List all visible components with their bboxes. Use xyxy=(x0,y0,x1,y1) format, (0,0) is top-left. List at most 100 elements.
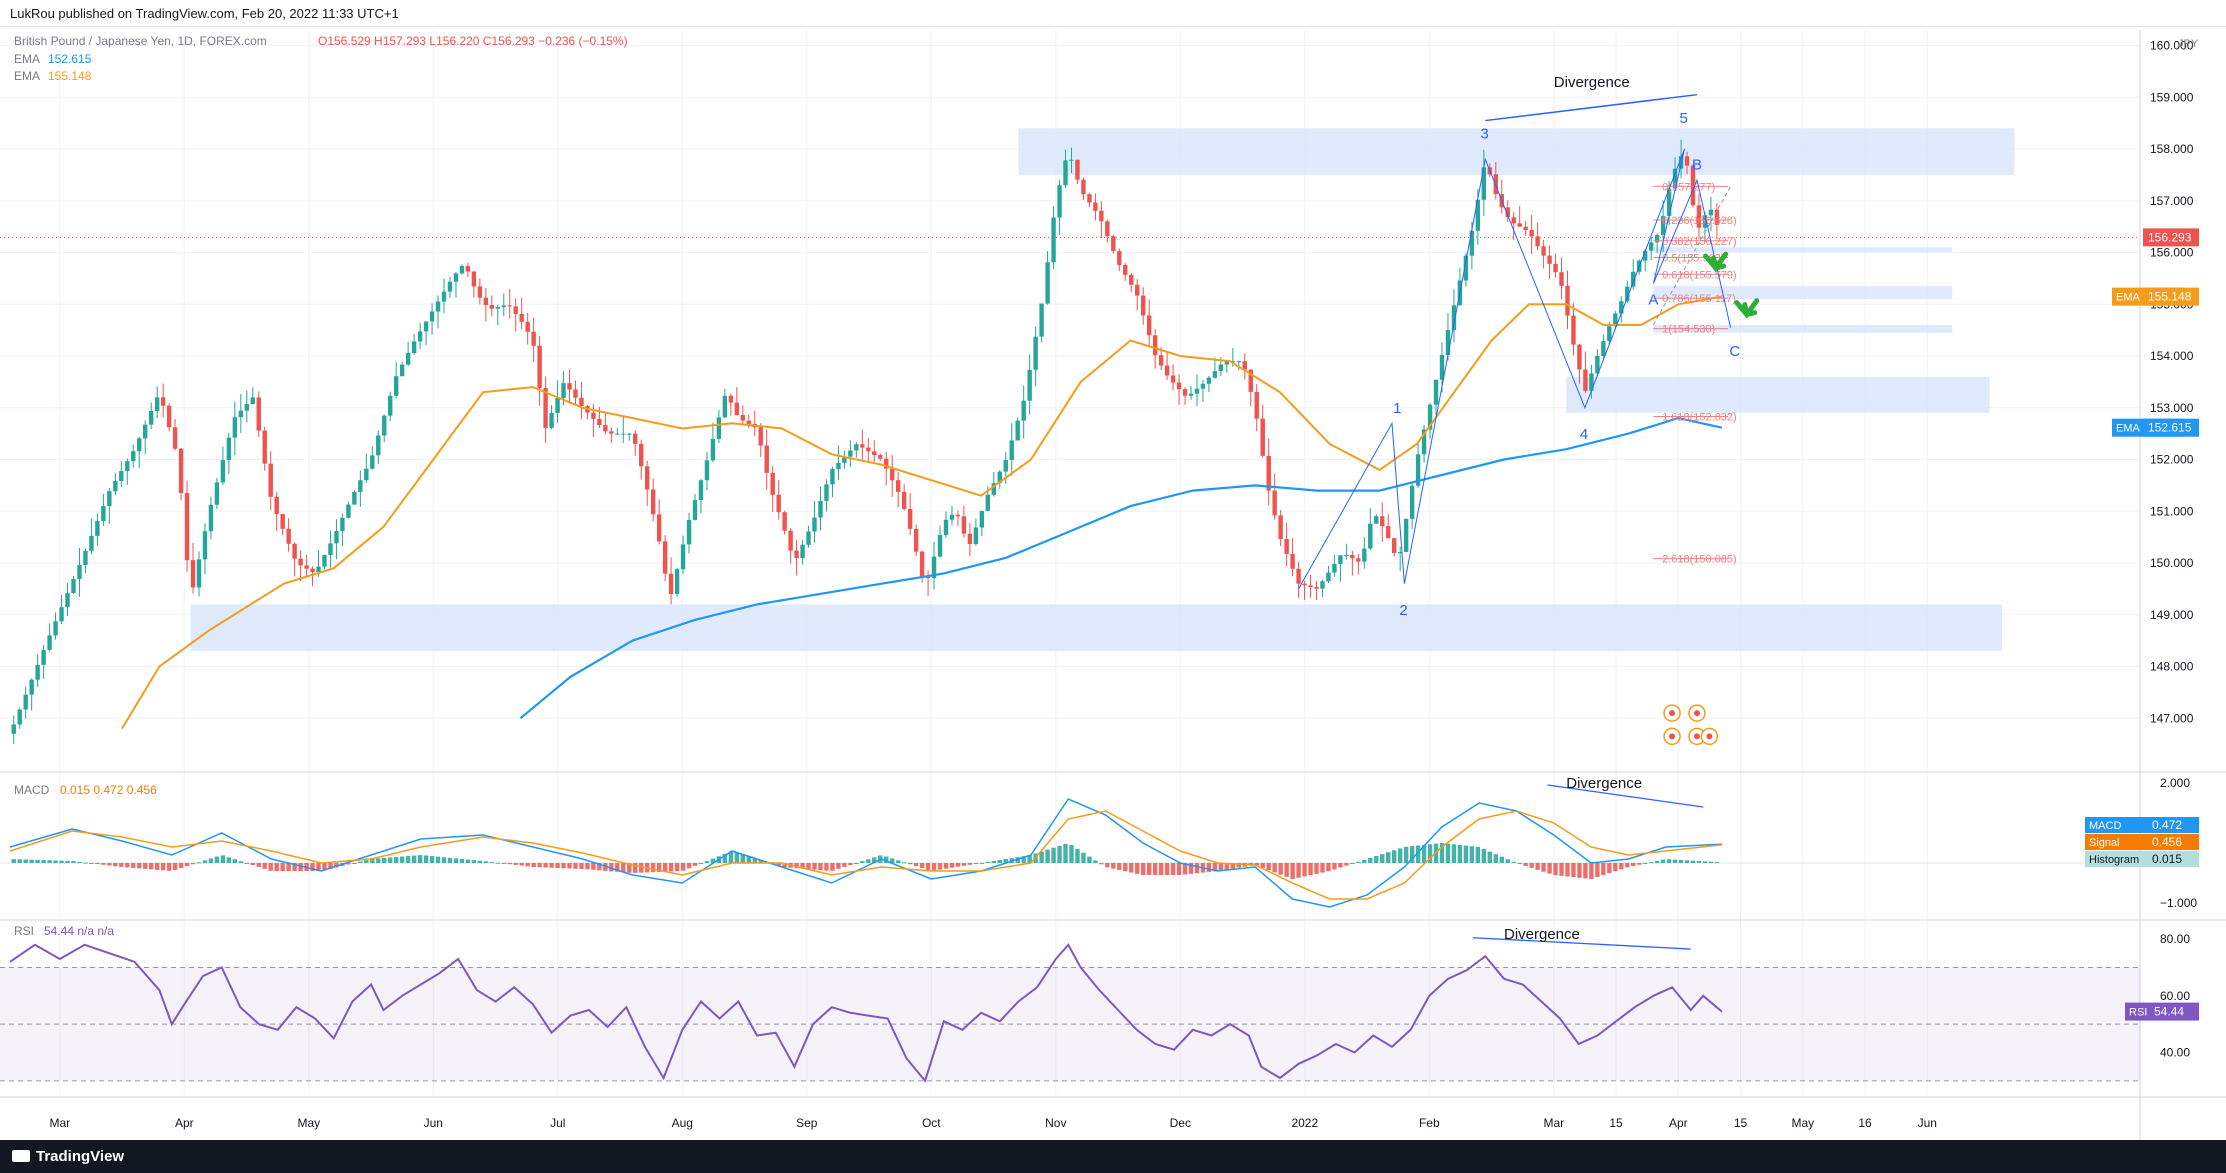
zone-rect[interactable] xyxy=(1653,286,1953,300)
candle-body[interactable] xyxy=(722,395,728,418)
candle-body[interactable] xyxy=(650,489,656,515)
tradingview-logo[interactable]: TradingView xyxy=(12,1148,124,1165)
candle-body[interactable] xyxy=(1654,234,1660,243)
candle-body[interactable] xyxy=(997,471,1002,484)
candle-body[interactable] xyxy=(668,573,674,595)
candle-body[interactable] xyxy=(1362,548,1367,562)
candle-body[interactable] xyxy=(95,520,100,536)
candle-body[interactable] xyxy=(340,517,345,532)
candle-body[interactable] xyxy=(250,397,255,405)
candle-body[interactable] xyxy=(973,527,979,545)
candle-body[interactable] xyxy=(447,281,453,292)
candle-body[interactable] xyxy=(1714,209,1720,225)
candle-body[interactable] xyxy=(256,397,261,431)
candle-body[interactable] xyxy=(1469,230,1475,256)
candle-body[interactable] xyxy=(788,530,793,551)
candle-body[interactable] xyxy=(656,514,662,542)
candle-body[interactable] xyxy=(1194,388,1200,394)
candle-body[interactable] xyxy=(334,531,339,544)
candle-body[interactable] xyxy=(1003,459,1008,472)
candle-body[interactable] xyxy=(190,560,196,588)
candle-body[interactable] xyxy=(919,551,925,577)
candle-body[interactable] xyxy=(107,491,112,507)
candle-body[interactable] xyxy=(286,528,291,544)
candle-body[interactable] xyxy=(555,398,560,413)
candle-body[interactable] xyxy=(848,450,853,457)
rsi-line[interactable] xyxy=(9,943,1723,1083)
candle-body[interactable] xyxy=(961,516,967,534)
candle-body[interactable] xyxy=(1666,188,1672,216)
candle-body[interactable] xyxy=(77,564,82,580)
candle-body[interactable] xyxy=(1158,355,1164,366)
candle-body[interactable] xyxy=(489,305,495,309)
candle-body[interactable] xyxy=(615,433,620,435)
candle-body[interactable] xyxy=(178,448,184,494)
candle-body[interactable] xyxy=(1344,555,1349,557)
candle-body[interactable] xyxy=(160,397,166,406)
candle-body[interactable] xyxy=(842,456,847,463)
candle-body[interactable] xyxy=(991,483,996,495)
candle-body[interactable] xyxy=(1075,159,1080,180)
candle-body[interactable] xyxy=(782,512,787,531)
candle-body[interactable] xyxy=(1152,335,1158,356)
candle-body[interactable] xyxy=(388,395,393,416)
candle-body[interactable] xyxy=(1391,538,1397,554)
candle-body[interactable] xyxy=(1445,330,1451,355)
candle-body[interactable] xyxy=(220,460,226,483)
candle-body[interactable] xyxy=(1601,341,1606,357)
candle-body[interactable] xyxy=(1081,179,1086,195)
candle-body[interactable] xyxy=(214,482,220,505)
zone-rect[interactable] xyxy=(1018,128,2015,175)
candle-body[interactable] xyxy=(1188,393,1194,396)
candle-body[interactable] xyxy=(1415,454,1421,486)
candle-body[interactable] xyxy=(262,430,267,464)
candle-body[interactable] xyxy=(1338,555,1343,564)
candle-body[interactable] xyxy=(1236,361,1242,363)
candle-body[interactable] xyxy=(1182,389,1188,396)
candle-body[interactable] xyxy=(633,433,638,444)
candle-body[interactable] xyxy=(370,455,375,469)
candle-body[interactable] xyxy=(692,500,698,520)
candle-body[interactable] xyxy=(716,417,722,439)
candle-body[interactable] xyxy=(1451,305,1457,331)
candle-body[interactable] xyxy=(376,435,381,456)
candle-body[interactable] xyxy=(495,307,500,309)
candle-body[interactable] xyxy=(1625,286,1630,302)
candle-body[interactable] xyxy=(166,405,172,428)
candle-body[interactable] xyxy=(627,433,632,435)
candle-body[interactable] xyxy=(1045,262,1050,304)
candle-body[interactable] xyxy=(1439,354,1445,380)
candle-body[interactable] xyxy=(172,427,178,449)
candle-body[interactable] xyxy=(1248,369,1253,392)
candle-body[interactable] xyxy=(1009,440,1014,460)
candle-body[interactable] xyxy=(925,576,931,579)
candle-body[interactable] xyxy=(1093,202,1098,211)
candle-body[interactable] xyxy=(411,341,417,354)
candle-body[interactable] xyxy=(453,273,459,282)
currency-label[interactable]: JPY xyxy=(2178,38,2199,50)
candle-body[interactable] xyxy=(1523,226,1528,231)
signal-line[interactable] xyxy=(9,810,1722,900)
candle-body[interactable] xyxy=(274,496,279,514)
candle-body[interactable] xyxy=(949,514,955,520)
candle-body[interactable] xyxy=(346,504,351,518)
candle-body[interactable] xyxy=(89,535,94,551)
candle-body[interactable] xyxy=(1021,400,1026,421)
candle-body[interactable] xyxy=(1123,264,1128,275)
candle-body[interactable] xyxy=(597,418,602,426)
candle-body[interactable] xyxy=(465,265,471,272)
candle-body[interactable] xyxy=(662,541,668,574)
candle-body[interactable] xyxy=(364,468,369,481)
candle-body[interactable] xyxy=(298,558,303,566)
candle-body[interactable] xyxy=(854,444,859,451)
candle-body[interactable] xyxy=(573,389,578,398)
candle-body[interactable] xyxy=(83,550,88,565)
candle-body[interactable] xyxy=(609,431,614,434)
candle-body[interactable] xyxy=(1284,538,1289,554)
candle-body[interactable] xyxy=(1051,217,1056,263)
candle-body[interactable] xyxy=(1350,555,1355,559)
candle-body[interactable] xyxy=(358,480,363,492)
candle-body[interactable] xyxy=(59,607,64,622)
candle-body[interactable] xyxy=(621,433,626,435)
macd-divergence-line[interactable] xyxy=(1547,784,1704,808)
